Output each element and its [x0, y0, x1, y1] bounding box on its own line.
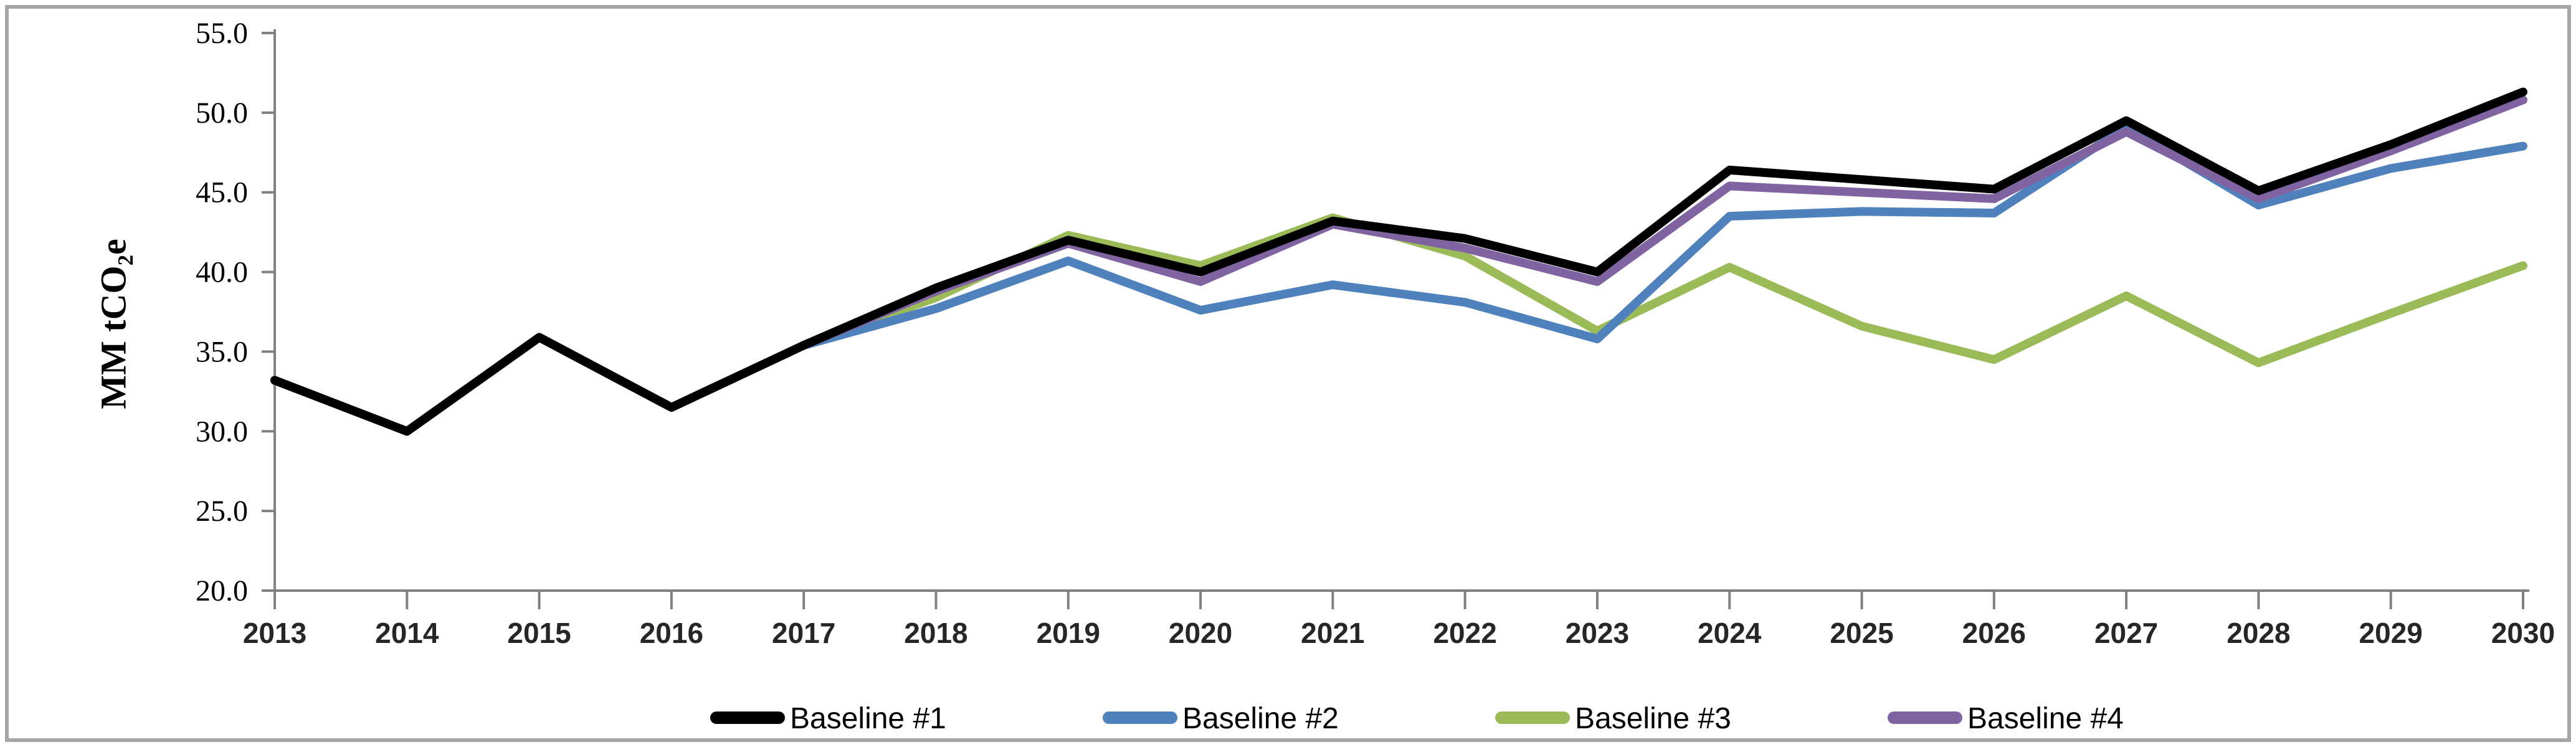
x-tick-label: 2015	[507, 617, 571, 649]
x-tick-label: 2014	[375, 617, 439, 649]
y-tick-label: 45.0	[196, 176, 248, 209]
x-tick-label: 2025	[1830, 617, 1893, 649]
x-tick-label: 2020	[1169, 617, 1232, 649]
y-tick-label: 30.0	[196, 415, 248, 448]
x-tick-label: 2017	[772, 617, 835, 649]
x-tick-label: 2019	[1037, 617, 1100, 649]
x-tick-label: 2026	[1962, 617, 2026, 649]
x-tick-label: 2030	[2491, 617, 2555, 649]
x-tick-label: 2027	[2094, 617, 2158, 649]
y-tick-label: 50.0	[196, 97, 248, 130]
y-tick-label: 20.0	[196, 574, 248, 607]
y-tick-label: 40.0	[196, 256, 248, 289]
y-tick-label: 35.0	[196, 335, 248, 368]
legend-label: Baseline #3	[1575, 702, 1731, 735]
x-tick-label: 2024	[1698, 617, 1762, 649]
legend-label: Baseline #2	[1182, 702, 1339, 735]
x-tick-label: 2029	[2359, 617, 2423, 649]
x-tick-label: 2021	[1301, 617, 1364, 649]
x-tick-label: 2013	[243, 617, 307, 649]
series-line-baseline-1	[270, 87, 2527, 436]
series-line-baseline-2	[270, 122, 2527, 436]
y-tick-label: 55.0	[196, 17, 248, 50]
series-line-baseline-3	[270, 213, 2527, 436]
x-tick-label: 2018	[904, 617, 967, 649]
x-tick-label: 2022	[1433, 617, 1496, 649]
x-tick-label: 2023	[1566, 617, 1629, 649]
x-tick-label: 2028	[2227, 617, 2290, 649]
y-tick-label: 25.0	[196, 495, 248, 528]
x-tick-label: 2016	[640, 617, 703, 649]
legend-label: Baseline #1	[790, 702, 946, 735]
legend-label: Baseline #4	[1967, 702, 2124, 735]
